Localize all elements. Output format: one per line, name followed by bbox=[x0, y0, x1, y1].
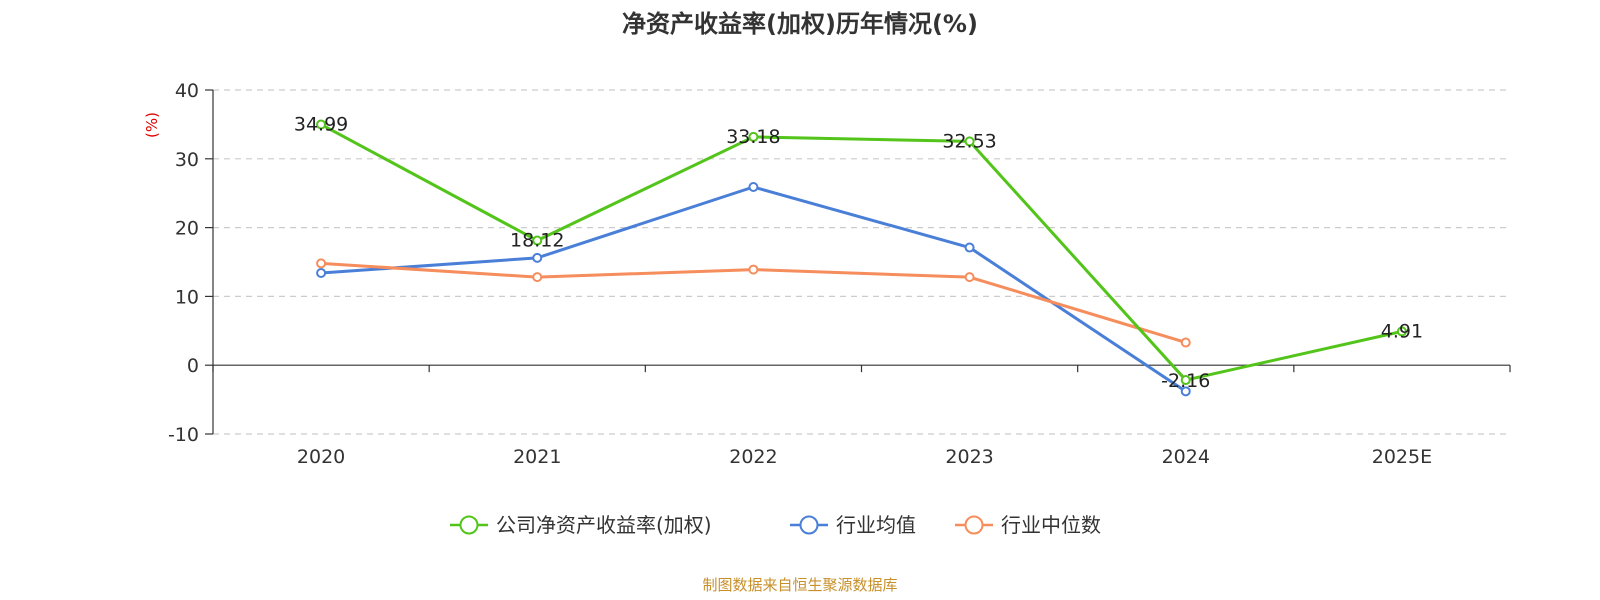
data-point[interactable] bbox=[964, 136, 975, 147]
legend[interactable]: 公司净资产收益率(加权) 行业均值 行业中位数 bbox=[450, 513, 1101, 537]
legend-marker-icon bbox=[799, 515, 819, 535]
data-point[interactable] bbox=[964, 242, 975, 253]
legend-marker-icon bbox=[459, 515, 479, 535]
data-label: 4.91 bbox=[1381, 320, 1423, 342]
x-tick-label: 2023 bbox=[945, 446, 993, 468]
data-point[interactable] bbox=[316, 119, 327, 130]
data-point[interactable] bbox=[748, 182, 759, 193]
data-label: 33.18 bbox=[726, 126, 780, 148]
data-label: -2.16 bbox=[1161, 370, 1210, 392]
x-tick-label: 2024 bbox=[1162, 446, 1210, 468]
data-label: 34.99 bbox=[294, 113, 348, 135]
series-line bbox=[320, 123, 1403, 382]
data-source-note: 制图数据来自恒生聚源数据库 bbox=[702, 576, 897, 594]
data-point[interactable] bbox=[316, 258, 327, 269]
data-point[interactable] bbox=[1396, 326, 1407, 337]
x-tick-label: 2021 bbox=[513, 446, 561, 468]
data-point[interactable] bbox=[316, 268, 327, 279]
data-label: 32.53 bbox=[942, 130, 996, 152]
legend-item-1[interactable]: 行业均值 bbox=[790, 513, 916, 537]
legend-label: 行业均值 bbox=[836, 513, 916, 537]
y-tick-label: 10 bbox=[175, 286, 199, 308]
y-tick-label: 0 bbox=[187, 355, 199, 377]
series-0 bbox=[316, 119, 1407, 386]
y-tick-label: 20 bbox=[175, 218, 199, 240]
legend-label: 公司净资产收益率(加权) bbox=[496, 513, 712, 537]
data-point[interactable] bbox=[532, 235, 543, 246]
y-axis-unit-label: (%) bbox=[143, 112, 161, 138]
series-line bbox=[320, 185, 1187, 393]
data-point[interactable] bbox=[748, 264, 759, 275]
legend-marker-icon bbox=[964, 515, 984, 535]
grid-lines bbox=[213, 89, 1510, 435]
data-point[interactable] bbox=[748, 131, 759, 142]
legend-item-2[interactable]: 行业中位数 bbox=[955, 513, 1101, 537]
data-point[interactable] bbox=[1180, 375, 1191, 386]
x-tick-label: 2022 bbox=[729, 446, 777, 468]
y-tick-label: -10 bbox=[168, 424, 199, 446]
series-line bbox=[320, 261, 1187, 344]
series-lines bbox=[316, 119, 1407, 397]
x-tick-label: 2020 bbox=[297, 446, 345, 468]
data-point[interactable] bbox=[1180, 337, 1191, 348]
data-point[interactable] bbox=[532, 252, 543, 263]
data-point[interactable] bbox=[532, 272, 543, 283]
series-2 bbox=[316, 258, 1191, 348]
legend-item-0[interactable]: 公司净资产收益率(加权) bbox=[450, 513, 712, 537]
series-1 bbox=[316, 182, 1191, 397]
data-labels: 34.99 18.12 33.18 32.53 -2.16 4.91 bbox=[294, 113, 1423, 392]
y-tick-label: 40 bbox=[175, 80, 199, 102]
data-label: 18.12 bbox=[510, 230, 564, 252]
x-tick-label: 2025E bbox=[1372, 446, 1432, 468]
data-point[interactable] bbox=[964, 272, 975, 283]
axes: -10 0 10 20 30 40 2020 2021 2022 2023 2024 2025E bbox=[168, 80, 1511, 468]
chart-title: 净资产收益率(加权)历年情况(%) bbox=[622, 10, 978, 38]
legend-label: 行业中位数 bbox=[1001, 513, 1101, 537]
data-point[interactable] bbox=[1180, 386, 1191, 397]
y-tick-label: 30 bbox=[175, 149, 199, 171]
